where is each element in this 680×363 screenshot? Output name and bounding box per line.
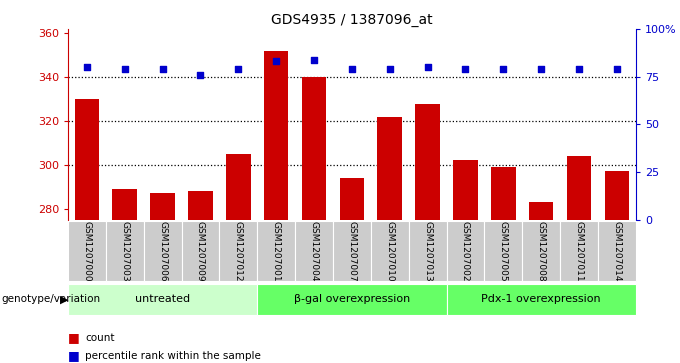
- Bar: [257, 284, 447, 315]
- Bar: [453, 160, 478, 220]
- Bar: [409, 221, 447, 281]
- Bar: [447, 284, 636, 315]
- Bar: [333, 221, 371, 281]
- Text: GSM1207003: GSM1207003: [120, 221, 129, 282]
- Text: GSM1207010: GSM1207010: [386, 221, 394, 282]
- Text: GSM1207005: GSM1207005: [499, 221, 508, 282]
- Text: GSM1207006: GSM1207006: [158, 221, 167, 282]
- Text: count: count: [85, 333, 114, 343]
- Bar: [220, 221, 257, 281]
- Point: [271, 58, 282, 64]
- Bar: [566, 156, 592, 220]
- Text: GSM1207008: GSM1207008: [537, 221, 545, 282]
- Bar: [371, 221, 409, 281]
- Bar: [295, 221, 333, 281]
- Text: GSM1207002: GSM1207002: [461, 221, 470, 282]
- Point: [195, 72, 206, 78]
- Point: [536, 66, 547, 72]
- Text: GSM1207014: GSM1207014: [613, 221, 622, 282]
- Bar: [529, 202, 554, 220]
- Point: [233, 66, 243, 72]
- Text: GSM1207013: GSM1207013: [423, 221, 432, 282]
- Point: [498, 66, 509, 72]
- Text: GSM1207000: GSM1207000: [82, 221, 91, 282]
- Bar: [598, 221, 636, 281]
- Point: [384, 66, 395, 72]
- Bar: [377, 117, 402, 220]
- Text: GSM1207011: GSM1207011: [575, 221, 583, 282]
- Text: β-gal overexpression: β-gal overexpression: [294, 294, 410, 305]
- Text: GSM1207009: GSM1207009: [196, 221, 205, 282]
- Text: Pdx-1 overexpression: Pdx-1 overexpression: [481, 294, 601, 305]
- Bar: [491, 167, 515, 220]
- Text: percentile rank within the sample: percentile rank within the sample: [85, 351, 261, 361]
- Point: [120, 66, 131, 72]
- Bar: [150, 193, 175, 220]
- Bar: [68, 221, 106, 281]
- Bar: [484, 221, 522, 281]
- Bar: [560, 221, 598, 281]
- Text: GSM1207007: GSM1207007: [347, 221, 356, 282]
- Bar: [226, 154, 251, 220]
- Bar: [75, 99, 99, 220]
- Point: [460, 66, 471, 72]
- Text: GSM1207004: GSM1207004: [309, 221, 318, 282]
- Bar: [339, 178, 364, 220]
- Bar: [188, 191, 213, 220]
- Bar: [447, 221, 484, 281]
- Text: untreated: untreated: [135, 294, 190, 305]
- Bar: [302, 77, 326, 220]
- Bar: [415, 103, 440, 220]
- Bar: [143, 221, 182, 281]
- Bar: [264, 51, 288, 220]
- Text: genotype/variation: genotype/variation: [1, 294, 101, 305]
- Bar: [605, 171, 629, 220]
- Bar: [257, 221, 295, 281]
- Bar: [522, 221, 560, 281]
- Point: [309, 57, 320, 62]
- Title: GDS4935 / 1387096_at: GDS4935 / 1387096_at: [271, 13, 432, 26]
- Text: GSM1207012: GSM1207012: [234, 221, 243, 282]
- Point: [157, 66, 168, 72]
- Bar: [106, 221, 143, 281]
- Text: ▶: ▶: [60, 294, 68, 305]
- Text: ■: ■: [68, 331, 80, 344]
- Point: [82, 64, 92, 70]
- Point: [611, 66, 622, 72]
- Bar: [182, 221, 220, 281]
- Point: [422, 64, 433, 70]
- Text: ■: ■: [68, 349, 80, 362]
- Point: [573, 66, 584, 72]
- Point: [346, 66, 358, 72]
- Text: GSM1207001: GSM1207001: [272, 221, 281, 282]
- Bar: [68, 284, 257, 315]
- Bar: [112, 189, 137, 220]
